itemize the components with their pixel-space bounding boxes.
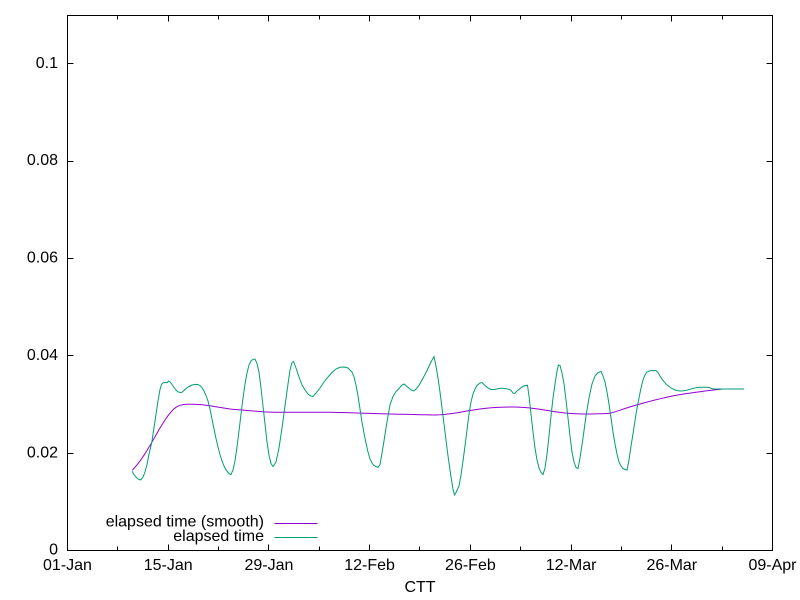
svg-text:0.08: 0.08 <box>27 152 58 169</box>
svg-text:09-Apr: 09-Apr <box>748 557 797 574</box>
svg-text:26-Feb: 26-Feb <box>445 557 496 574</box>
svg-text:26-Mar: 26-Mar <box>646 557 697 574</box>
svg-text:0.02: 0.02 <box>27 444 58 461</box>
svg-text:12-Mar: 12-Mar <box>546 557 597 574</box>
svg-text:0: 0 <box>49 542 58 559</box>
svg-text:0.1: 0.1 <box>36 55 58 72</box>
svg-text:0.06: 0.06 <box>27 250 58 267</box>
svg-text:0.04: 0.04 <box>27 347 58 364</box>
svg-text:elapsed time: elapsed time <box>173 528 264 545</box>
svg-text:29-Jan: 29-Jan <box>244 557 293 574</box>
svg-text:15-Jan: 15-Jan <box>144 557 193 574</box>
svg-text:12-Feb: 12-Feb <box>344 557 395 574</box>
svg-text:CTT: CTT <box>404 579 435 596</box>
svg-text:01-Jan: 01-Jan <box>43 557 92 574</box>
svg-text:elapsed time (smooth): elapsed time (smooth) <box>106 513 264 530</box>
